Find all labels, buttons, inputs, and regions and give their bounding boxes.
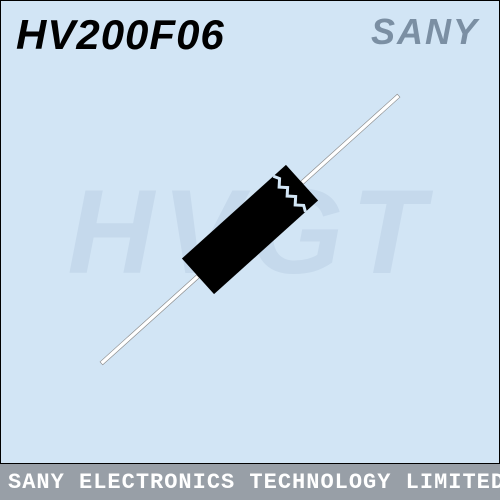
diode-diagram	[40, 20, 460, 445]
diagram-area: HV200F06 SANY HVGT	[0, 0, 500, 464]
footer-bar: SANY ELECTRONICS TECHNOLOGY LIMITED	[0, 464, 500, 500]
diode-svg	[40, 20, 460, 440]
company-name: SANY ELECTRONICS TECHNOLOGY LIMITED	[8, 470, 500, 495]
